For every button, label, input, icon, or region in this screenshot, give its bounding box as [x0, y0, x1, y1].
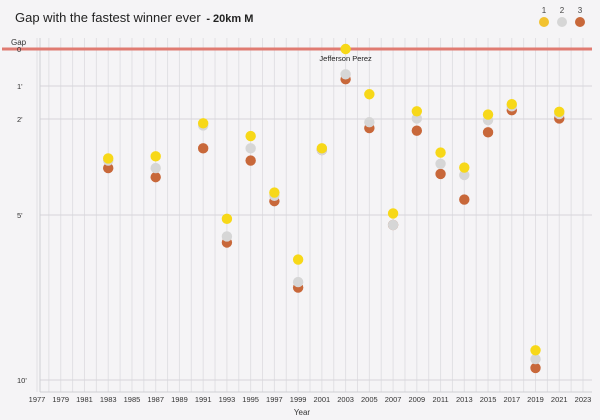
- x-tick-label: 1999: [290, 395, 307, 404]
- chart-subtitle: - 20km M: [206, 13, 254, 25]
- x-tick-label: 1997: [266, 395, 283, 404]
- annotation-label: Jefferson Perez: [319, 54, 372, 63]
- data-point-2: [411, 113, 423, 124]
- data-point-1: [387, 208, 399, 219]
- y-tick-label: 1': [17, 82, 23, 91]
- x-tick-label: 2013: [456, 395, 473, 404]
- legend-item-2[interactable]: 2: [556, 6, 568, 27]
- x-tick-label: 2001: [314, 395, 331, 404]
- data-point-3: [530, 362, 541, 374]
- x-tick-label: 1983: [100, 395, 117, 404]
- data-point-1: [150, 151, 161, 162]
- x-tick-label: 2003: [337, 395, 354, 404]
- x-tick-label: 1979: [52, 395, 69, 404]
- x-tick-label: 1993: [219, 395, 236, 404]
- data-point-3: [482, 127, 494, 138]
- data-point-2: [435, 158, 446, 169]
- data-point-1: [506, 98, 517, 110]
- data-point-2: [221, 231, 233, 242]
- y-axis-title: Gap: [11, 38, 27, 47]
- data-point-1: [245, 130, 256, 142]
- x-tick-label: 2021: [551, 395, 568, 404]
- data-point-3: [459, 194, 470, 205]
- y-tick-label: 5': [17, 211, 23, 220]
- x-tick-label: 1985: [124, 395, 141, 404]
- x-tick-label: 2007: [385, 395, 402, 404]
- data-point-2: [340, 69, 351, 80]
- data-point-1: [554, 106, 565, 118]
- y-tick-label: 0: [17, 45, 21, 54]
- y-tick-label: 2': [17, 115, 23, 124]
- chart-title: Gap with the fastest winner ever - 20km …: [15, 10, 253, 25]
- x-tick-label: 2015: [480, 395, 497, 404]
- x-tick-label: 2005: [361, 395, 378, 404]
- x-tick-label: 1995: [242, 395, 259, 404]
- x-tick-label: 2017: [503, 395, 520, 404]
- x-tick-label: 2011: [432, 395, 448, 404]
- x-tick-label: 1977: [29, 395, 46, 404]
- legend-label-1: 1: [541, 6, 547, 15]
- legend-label-2: 2: [559, 6, 565, 15]
- x-tick-label: 1991: [195, 395, 212, 404]
- x-tick-label: 2019: [527, 395, 544, 404]
- data-point-3: [435, 168, 446, 180]
- x-tick-label: 2009: [408, 395, 425, 404]
- data-point-2: [459, 169, 470, 181]
- data-point-3: [103, 162, 114, 174]
- data-point-1: [340, 43, 351, 55]
- legend-dot-1: [539, 17, 549, 27]
- data-point-1: [316, 143, 328, 154]
- x-tick-label: 1989: [171, 395, 188, 404]
- legend-item-3[interactable]: 3: [574, 6, 586, 27]
- data-point-1: [269, 187, 280, 198]
- data-point-2: [150, 162, 161, 174]
- data-point-2: [530, 353, 541, 365]
- legend-item-1[interactable]: 1: [538, 6, 550, 27]
- data-point-1: [221, 213, 233, 225]
- data-point-1: [530, 345, 541, 356]
- data-point-3: [150, 171, 161, 183]
- data-point-2: [245, 143, 256, 154]
- data-point-1: [103, 153, 114, 164]
- legend[interactable]: 1 2 3: [538, 6, 586, 27]
- data-point-2: [292, 276, 304, 288]
- data-point-3: [197, 143, 209, 154]
- legend-dot-3: [575, 17, 585, 27]
- x-tick-label: 2023: [575, 395, 592, 404]
- legend-label-3: 3: [577, 6, 583, 15]
- data-point-1: [411, 106, 423, 117]
- x-tick-label: 1987: [147, 395, 164, 404]
- data-point-1: [435, 147, 446, 158]
- x-axis-title: Year: [294, 408, 311, 417]
- data-point-1: [197, 118, 209, 129]
- data-point-3: [411, 125, 423, 136]
- data-point-1: [482, 109, 494, 120]
- y-tick-label: 10': [17, 376, 27, 385]
- data-point-1: [364, 89, 375, 100]
- data-point-1: [292, 254, 304, 265]
- legend-dot-2: [557, 17, 567, 27]
- x-tick-label: 1981: [76, 395, 93, 404]
- data-point-2: [364, 117, 375, 128]
- chart-title-main: Gap with the fastest winner ever: [15, 10, 201, 25]
- data-point-2: [387, 219, 399, 231]
- data-point-3: [245, 155, 256, 166]
- data-point-1: [459, 162, 470, 173]
